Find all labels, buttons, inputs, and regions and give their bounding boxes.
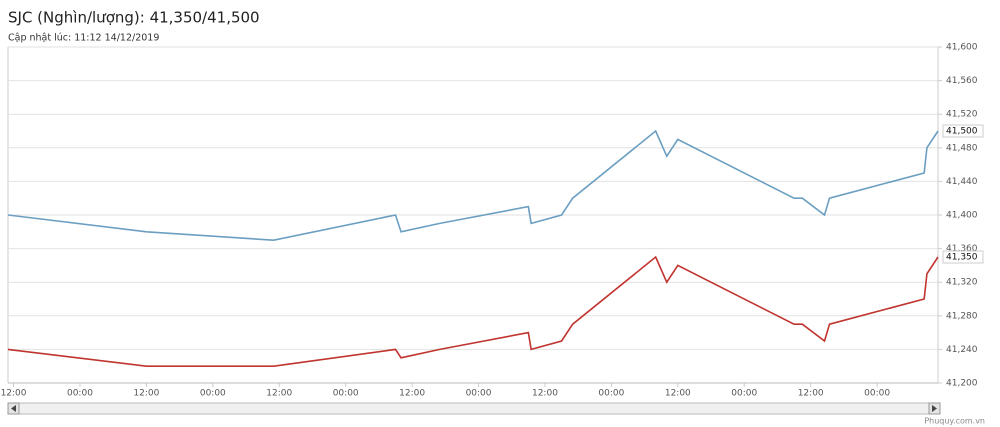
x-tick-label: 12:00 — [266, 389, 292, 399]
x-tick-label: 12:00 — [399, 389, 425, 399]
y-tick-label: 41,440 — [946, 177, 978, 187]
y-tick-label: 41,320 — [946, 278, 978, 288]
end-label-box — [942, 250, 984, 264]
end-label: 41,500 — [946, 127, 978, 137]
y-tick-label: 41,280 — [946, 311, 978, 321]
y-tick-label: 41,600 — [946, 43, 978, 53]
x-tick-label: 00:00 — [200, 389, 226, 399]
y-tick-label: 41,520 — [946, 110, 978, 120]
chart-title: SJC (Nghìn/lượng): 41,350/41,500 — [8, 9, 260, 27]
end-label: 41,350 — [946, 253, 978, 263]
arrow-icon — [11, 405, 16, 412]
y-tick-label: 41,400 — [946, 211, 978, 221]
y-tick-label: 41,480 — [946, 143, 978, 153]
x-tick-label: 00:00 — [67, 389, 93, 399]
series-line — [7, 129, 939, 242]
scroll-track — [7, 402, 941, 415]
scrollbar[interactable] — [7, 402, 941, 415]
y-tick-label: 41,360 — [946, 244, 978, 254]
end-label-box — [942, 124, 984, 138]
x-tick-label: 00:00 — [731, 389, 757, 399]
y-tick-label: 41,200 — [946, 379, 978, 389]
x-tick-label: 12:00 — [133, 389, 159, 399]
watermark: Phuquy.com.vn — [924, 417, 985, 426]
series-line — [7, 255, 939, 367]
y-tick-label: 41,240 — [946, 345, 978, 355]
chart-subtitle: Cập nhật lúc: 11:12 14/12/2019 — [8, 33, 159, 44]
x-tick-label: 00:00 — [598, 389, 624, 399]
x-tick-label: 12:00 — [1, 389, 27, 399]
arrow-icon — [932, 405, 937, 412]
x-tick-label: 00:00 — [864, 389, 890, 399]
x-tick-label: 00:00 — [466, 389, 492, 399]
x-tick-label: 12:00 — [532, 389, 558, 399]
x-tick-label: 00:00 — [333, 389, 359, 399]
x-tick-label: 12:00 — [798, 389, 824, 399]
y-tick-label: 41,560 — [946, 76, 978, 86]
x-tick-label: 12:00 — [665, 389, 691, 399]
